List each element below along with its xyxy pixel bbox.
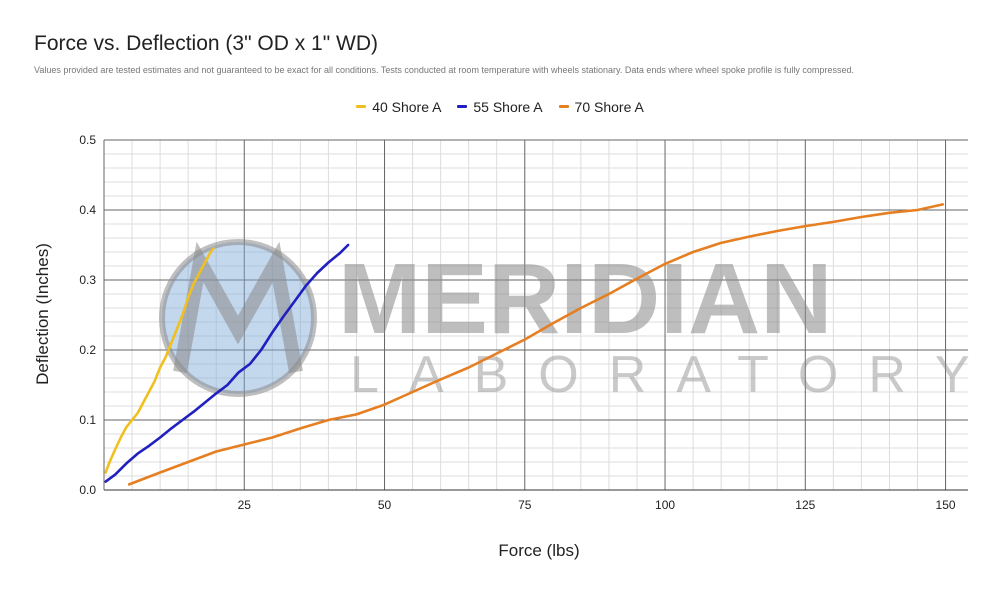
watermark-brand: MERIDIAN <box>338 243 832 355</box>
minor-grid <box>104 140 968 490</box>
series-line-40-shore-a[interactable] <box>104 247 215 474</box>
y-tick-label: 0.2 <box>79 343 96 357</box>
y-tick-label: 0.4 <box>79 203 96 217</box>
x-tick-label: 50 <box>378 498 392 512</box>
legend-label-70: 70 Shore A <box>574 98 644 115</box>
x-tick-label: 75 <box>518 498 532 512</box>
legend-item-55-shore-a[interactable]: 55 Shore A <box>457 98 543 115</box>
legend: 40 Shore A 55 Shore A 70 Shore A <box>0 95 1000 115</box>
y-axis-title: Deflection (Inches) <box>33 243 52 385</box>
legend-label-55: 55 Shore A <box>473 98 543 115</box>
y-tick-label: 0.1 <box>79 413 96 427</box>
chart-subtitle: Values provided are tested estimates and… <box>34 65 854 75</box>
x-tick-label: 25 <box>238 498 252 512</box>
watermark-m-icon <box>173 241 303 374</box>
series-lines <box>104 203 945 486</box>
legend-swatch-70 <box>558 105 569 108</box>
legend-swatch-55 <box>457 105 468 108</box>
watermark-sub: LABORATORY <box>350 346 1000 404</box>
y-tick-label: 0.0 <box>79 483 96 497</box>
series-line-70-shore-a[interactable] <box>127 203 945 486</box>
legend-swatch-40 <box>356 105 367 108</box>
x-axis-title: Force (lbs) <box>498 541 579 560</box>
y-tick-label: 0.5 <box>79 133 96 147</box>
series-line-55-shore-a[interactable] <box>104 243 350 483</box>
legend-label-40: 40 Shore A <box>372 98 442 115</box>
chart-title: Force vs. Deflection (3" OD x 1" WD) <box>34 32 378 55</box>
x-tick-label: 125 <box>795 498 815 512</box>
x-tick-label: 100 <box>655 498 675 512</box>
major-grid <box>103 139 968 491</box>
x-tick-label: 150 <box>936 498 956 512</box>
legend-item-70-shore-a[interactable]: 70 Shore A <box>558 98 644 115</box>
axis-tick-labels: 25 50 75 100 125 150 0.0 0.1 0.2 0.3 0.4 0.5 <box>79 133 956 512</box>
y-tick-label: 0.3 <box>79 273 96 287</box>
watermark-globe-ring <box>159 239 317 397</box>
legend-item-40-shore-a[interactable]: 40 Shore A <box>356 99 441 115</box>
